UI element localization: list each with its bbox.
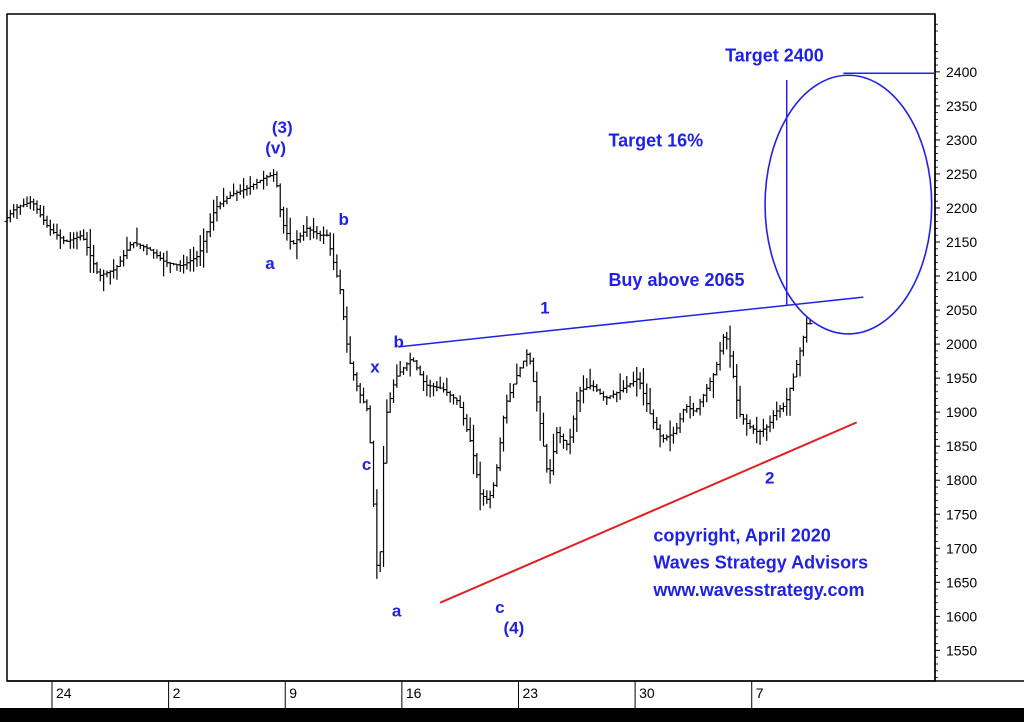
x-axis-ticks: 24 2 9 16 23 30 7: [51, 681, 764, 708]
annotation-text: Target 16%: [608, 131, 703, 151]
x-tick-label: 24: [56, 685, 72, 701]
wave-label: x: [370, 358, 380, 377]
x-tick-label: 23: [522, 685, 538, 701]
lower-trendline: [439, 421, 858, 604]
wave-label: c: [362, 455, 371, 474]
y-tick-label: 2150: [946, 234, 977, 250]
wave-label: (v): [265, 139, 286, 158]
upper-trendline: [398, 296, 864, 348]
x-tick-label: 16: [406, 685, 422, 701]
y-tick-label: 2250: [946, 166, 977, 182]
target-zone-layer: [764, 74, 933, 335]
y-tick-label: 1950: [946, 370, 977, 386]
y-tick-label: 2400: [946, 64, 977, 80]
wave-label: a: [392, 601, 402, 620]
x-tick-label: 7: [756, 685, 764, 701]
y-tick-label: 2000: [946, 336, 977, 352]
y-tick-label: 2050: [946, 302, 977, 318]
y-tick-label: 1850: [946, 438, 977, 454]
annotation-text: Target 2400: [725, 46, 824, 66]
y-tick-label: 1900: [946, 404, 977, 420]
y-tick-label: 1700: [946, 540, 977, 556]
target-circle: [764, 74, 933, 335]
price-bars: [4, 169, 813, 579]
wave-label: 2: [765, 469, 774, 488]
y-axis-ticks: 2400 2350 2300 2250 2200 2150 2100 2050 2000 1950…: [935, 23, 977, 678]
wave-label: b: [394, 333, 404, 352]
annotation-text: Buy above 2065: [608, 270, 744, 290]
wave-label: b: [339, 210, 349, 229]
y-tick-label: 1750: [946, 506, 977, 522]
x-tick-label: 2: [173, 685, 181, 701]
bottom-band: [0, 708, 1024, 722]
y-tick-label: 1650: [946, 574, 977, 590]
y-tick-label: 2350: [946, 98, 977, 114]
trendlines: [398, 72, 935, 604]
y-tick-label: 2200: [946, 200, 977, 216]
annotation-text: copyright, April 2020: [653, 525, 830, 545]
x-tick-label: 30: [639, 685, 655, 701]
y-tick-label: 2300: [946, 132, 977, 148]
y-tick-label: 1550: [946, 642, 977, 658]
y-tick-label: 1800: [946, 472, 977, 488]
x-tick-label: 9: [289, 685, 297, 701]
y-tick-label: 2100: [946, 268, 977, 284]
annotation-text: www.wavesstrategy.com: [652, 580, 864, 600]
y-tick-label: 1600: [946, 608, 977, 624]
wave-label: 1: [540, 298, 549, 317]
annotation-text: Waves Strategy Advisors: [653, 553, 868, 573]
wave-label: (4): [503, 618, 524, 637]
wave-label: c: [495, 598, 504, 617]
wave-label: (3): [272, 118, 293, 137]
wave-label: a: [265, 254, 275, 273]
annotations: Target 2400 Target 16% Buy above 2065 copyr…: [608, 46, 868, 600]
